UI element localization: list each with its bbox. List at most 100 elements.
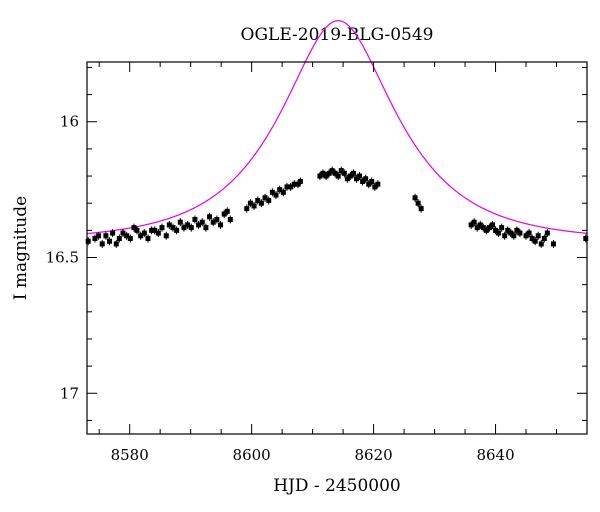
point-marker: [366, 181, 372, 187]
point-marker: [502, 233, 508, 239]
data-point: [332, 169, 338, 178]
data-point: [199, 218, 205, 227]
point-marker: [550, 241, 556, 247]
data-point: [174, 226, 180, 235]
point-marker: [116, 235, 122, 241]
data-point: [372, 182, 378, 191]
point-marker: [347, 173, 353, 179]
point-marker: [532, 238, 538, 244]
data-point: [288, 182, 294, 191]
point-marker: [199, 219, 205, 225]
data-point: [375, 180, 381, 189]
point-marker: [363, 176, 369, 182]
data-point: [502, 231, 508, 240]
data-point: [221, 210, 227, 219]
data-point: [210, 218, 216, 227]
x-axis-label: HJD - 2450000: [273, 476, 401, 496]
data-point: [508, 229, 514, 238]
data-point: [85, 237, 91, 246]
data-point: [159, 223, 165, 232]
x-tick-label: 8620: [354, 446, 392, 464]
chart-title: OGLE-2019-BLG-0549: [241, 25, 434, 45]
point-marker: [360, 178, 366, 184]
point-marker: [489, 222, 495, 228]
data-point: [496, 229, 502, 238]
data-point: [360, 177, 366, 186]
tick-labels: 8580 8600 8620 8640 16 16.5 17: [46, 113, 515, 464]
point-marker: [323, 173, 329, 179]
point-marker: [499, 225, 505, 231]
data-point: [526, 229, 532, 238]
point-marker: [508, 230, 514, 236]
data-point: [511, 231, 517, 240]
point-marker: [517, 230, 523, 236]
data-point: [244, 204, 250, 213]
point-marker: [480, 225, 486, 231]
data-point: [255, 196, 261, 205]
point-marker: [269, 189, 275, 195]
point-marker: [496, 230, 502, 236]
data-point: [99, 239, 105, 248]
point-marker: [120, 230, 126, 236]
data-point: [415, 199, 421, 208]
point-marker: [493, 227, 499, 233]
point-marker: [218, 222, 224, 228]
point-marker: [297, 178, 303, 184]
data-point: [338, 166, 344, 175]
point-marker: [320, 170, 326, 176]
data-point: [227, 215, 233, 224]
point-marker: [174, 227, 180, 233]
point-marker: [155, 230, 161, 236]
data-point: [505, 226, 511, 235]
point-marker: [224, 208, 230, 214]
plot-frame: [86, 61, 588, 435]
data-point: [134, 226, 140, 235]
data-point: [477, 220, 483, 229]
point-marker: [486, 225, 492, 231]
point-marker: [255, 197, 261, 203]
data-point: [369, 177, 375, 186]
data-point: [517, 229, 523, 238]
data-point: [486, 223, 492, 232]
data-point: [214, 215, 220, 224]
point-marker: [258, 200, 264, 206]
point-marker: [523, 233, 529, 239]
y-axis-label: I magnitude: [11, 196, 31, 300]
point-marker: [277, 187, 283, 193]
point-marker: [344, 176, 350, 182]
data-point: [412, 193, 418, 202]
point-marker: [529, 235, 535, 241]
data-point: [323, 172, 329, 181]
data-point: [185, 220, 191, 229]
data-point: [550, 239, 556, 248]
data-point: [320, 169, 326, 178]
data-point: [535, 231, 541, 240]
point-marker: [341, 170, 347, 176]
data-point: [192, 215, 198, 224]
point-marker: [124, 233, 130, 239]
data-point: [103, 231, 109, 240]
y-tick-label: 16: [60, 113, 79, 131]
data-point: [480, 223, 486, 232]
point-marker: [295, 181, 301, 187]
point-marker: [338, 168, 344, 174]
data-point: [468, 220, 474, 229]
axis-ticks: [87, 62, 588, 434]
data-point: [523, 231, 529, 240]
point-marker: [350, 170, 356, 176]
point-marker: [538, 241, 544, 247]
data-point: [317, 172, 323, 181]
data-point: [188, 223, 194, 232]
point-marker: [511, 233, 517, 239]
y-tick-label: 17: [60, 384, 79, 402]
point-marker: [280, 189, 286, 195]
x-tick-label: 8580: [111, 446, 149, 464]
data-point: [514, 226, 520, 235]
data-point: [196, 220, 202, 229]
data-point: [366, 180, 372, 189]
point-marker: [329, 168, 335, 174]
data-point: [107, 237, 113, 246]
data-point: [149, 226, 155, 235]
point-marker: [354, 176, 360, 182]
y-tick-label: 16.5: [46, 249, 79, 267]
